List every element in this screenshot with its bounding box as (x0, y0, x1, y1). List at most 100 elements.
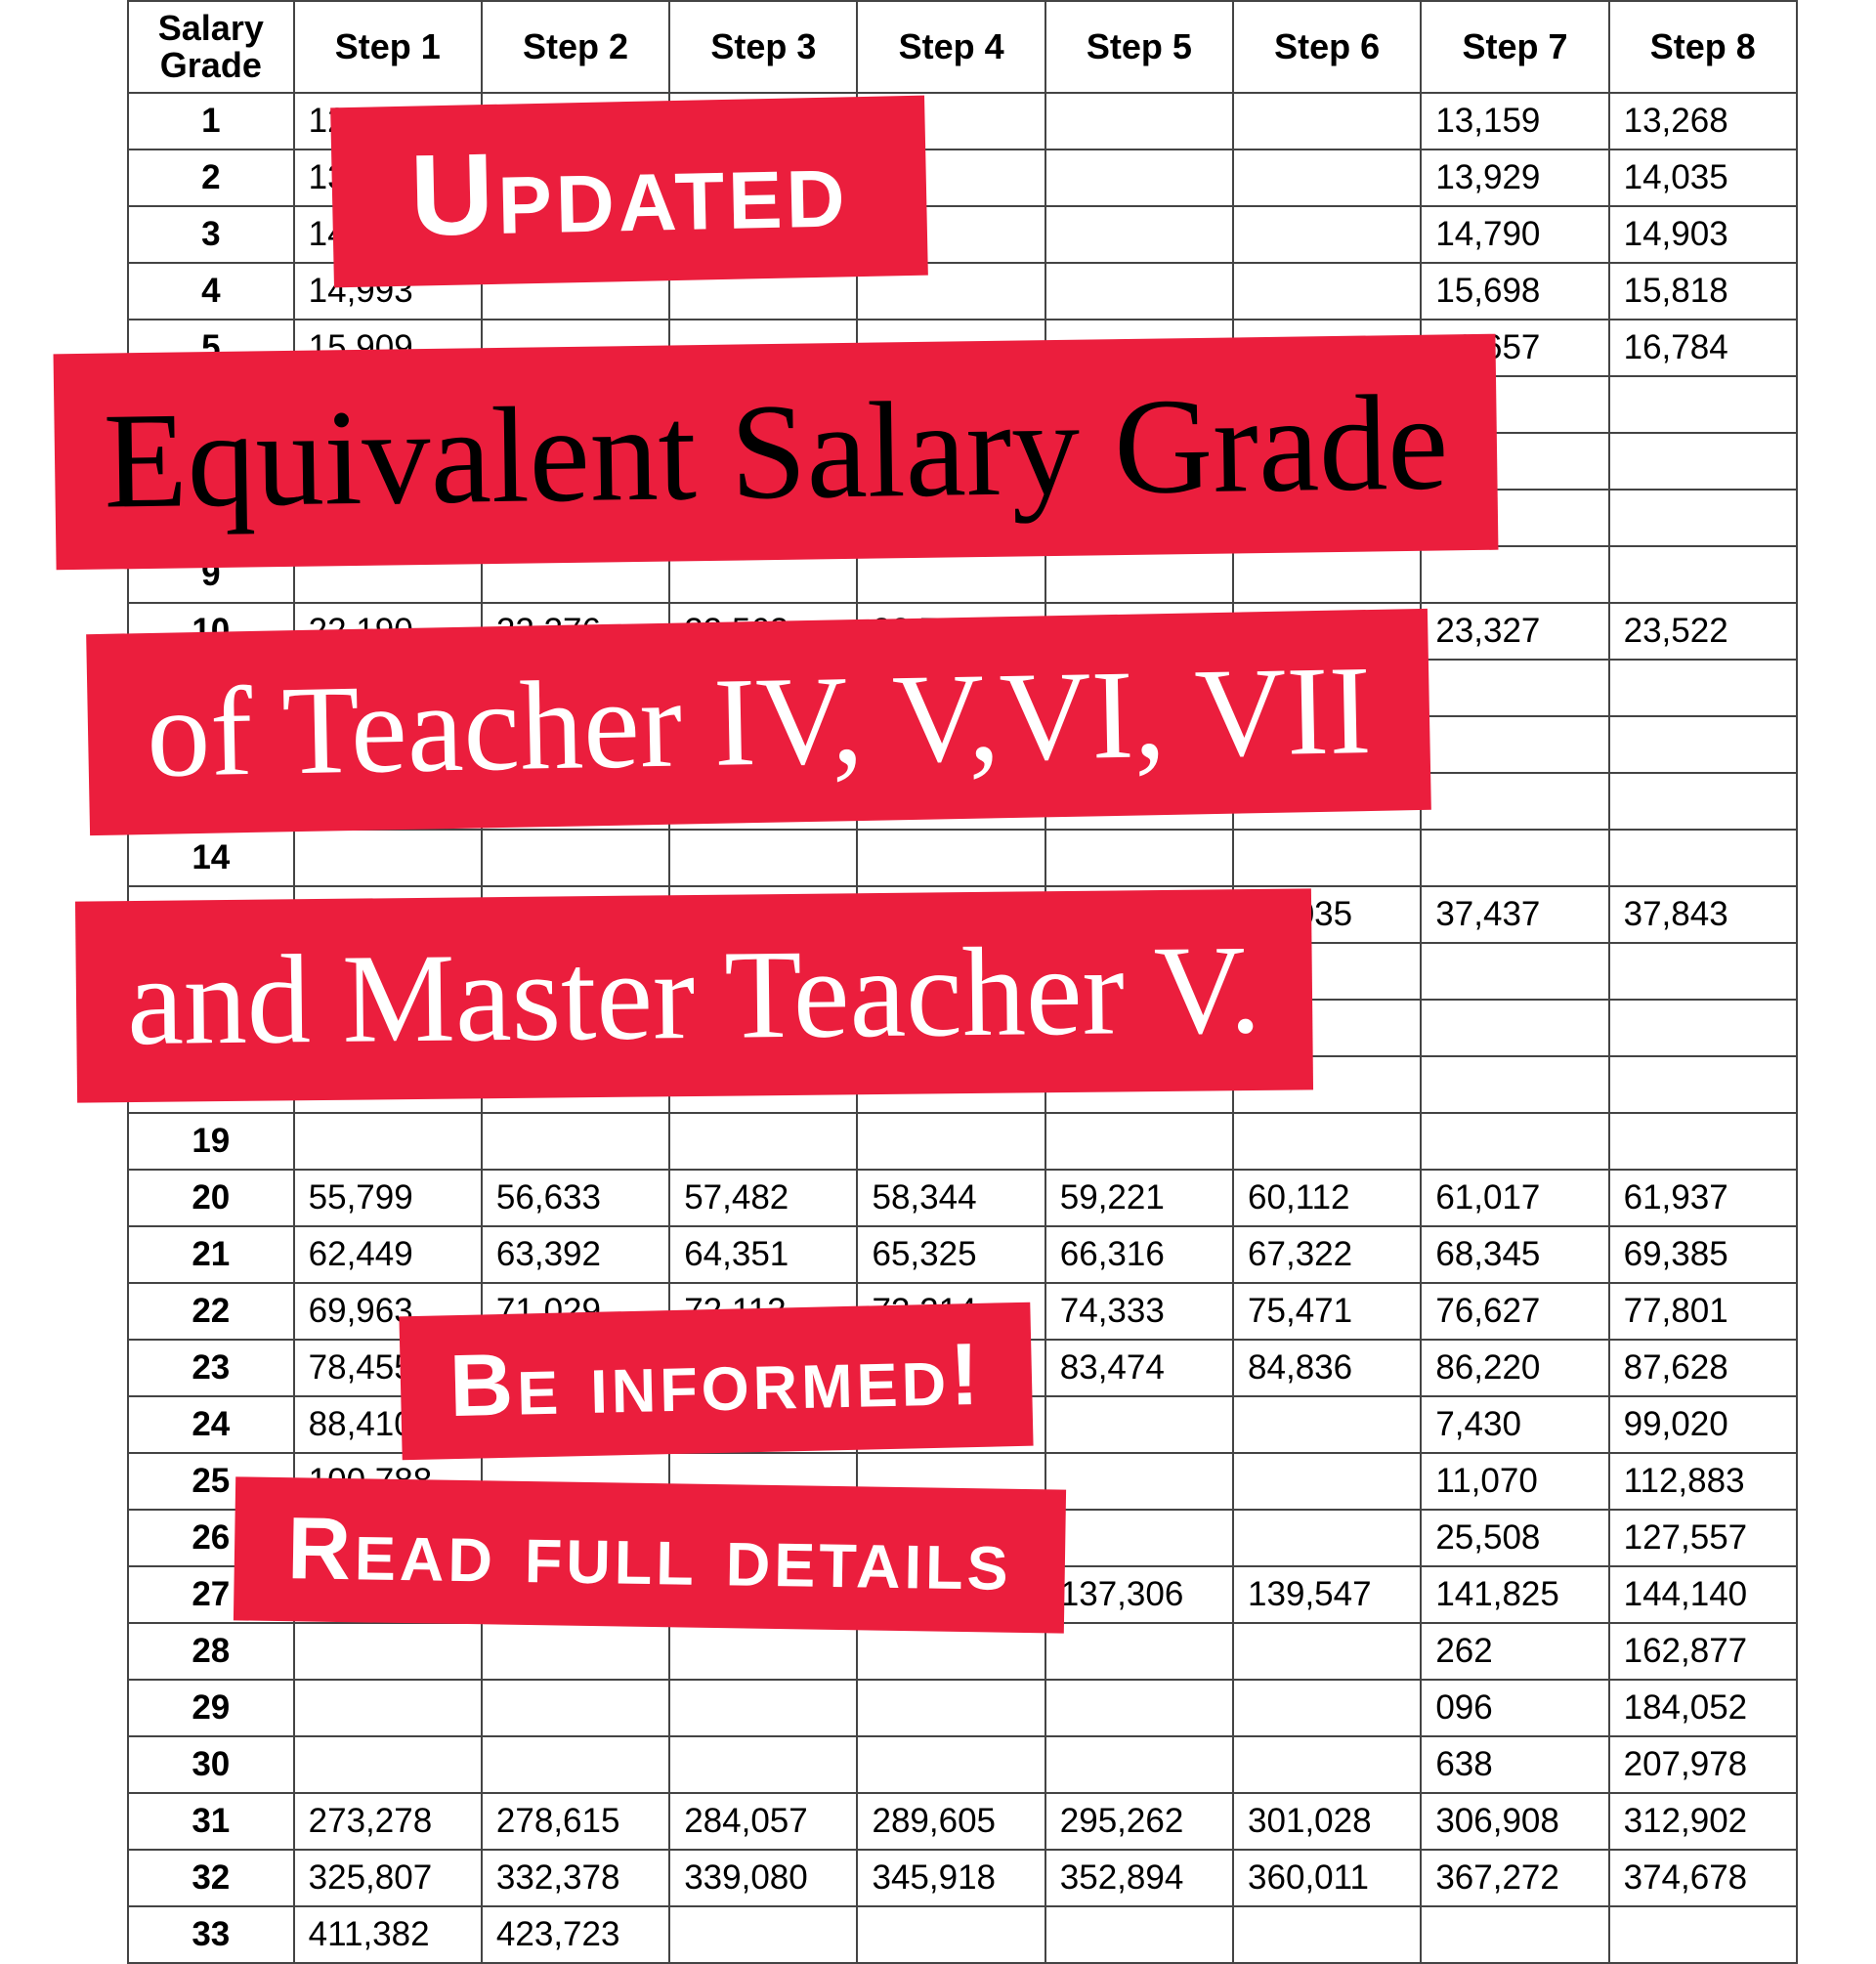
grade-cell: 29 (128, 1680, 294, 1736)
value-cell (1421, 546, 1608, 603)
value-cell: 68,345 (1421, 1226, 1608, 1283)
table-row: 30638207,978 (128, 1736, 1797, 1793)
value-cell: 137,306 (1045, 1566, 1233, 1623)
value-cell: 75,471 (1233, 1283, 1421, 1340)
table-header-cell: Step 8 (1609, 1, 1797, 93)
value-cell: 306,908 (1421, 1793, 1608, 1850)
value-cell: 65,325 (857, 1226, 1045, 1283)
value-cell: 14,035 (1609, 149, 1797, 206)
value-cell (1045, 830, 1233, 886)
value-cell: 14,903 (1609, 206, 1797, 263)
grade-cell: 14 (128, 830, 294, 886)
value-cell (1233, 1453, 1421, 1510)
value-cell (1609, 773, 1797, 830)
value-cell: 99,020 (1609, 1396, 1797, 1453)
value-cell (1421, 773, 1608, 830)
value-cell: 67,322 (1233, 1226, 1421, 1283)
value-cell (1233, 1680, 1421, 1736)
value-cell (1045, 1680, 1233, 1736)
value-cell: 367,272 (1421, 1850, 1608, 1906)
value-cell: 14,790 (1421, 206, 1608, 263)
value-cell (1609, 830, 1797, 886)
value-cell (1421, 1113, 1608, 1170)
value-cell (1233, 206, 1421, 263)
value-cell (857, 1680, 1045, 1736)
value-cell (482, 830, 669, 886)
value-cell (1609, 943, 1797, 1000)
value-cell: 345,918 (857, 1850, 1045, 1906)
value-cell (294, 830, 482, 886)
table-row: 32325,807332,378339,080345,918352,894360… (128, 1850, 1797, 1906)
grade-cell: 21 (128, 1226, 294, 1283)
value-cell (1045, 206, 1233, 263)
value-cell: 84,836 (1233, 1340, 1421, 1396)
value-cell: 144,140 (1609, 1566, 1797, 1623)
value-cell (1609, 1000, 1797, 1056)
value-cell: 57,482 (669, 1170, 857, 1226)
value-cell: 59,221 (1045, 1170, 1233, 1226)
value-cell (1045, 1510, 1233, 1566)
value-cell (1233, 1623, 1421, 1680)
value-cell (1233, 1736, 1421, 1793)
grade-cell: 31 (128, 1793, 294, 1850)
table-header-cell: Step 5 (1045, 1, 1233, 93)
value-cell: 7,430 (1421, 1396, 1608, 1453)
banner-line1: Equivalent Salary Grade (54, 334, 1499, 571)
value-cell: 360,011 (1233, 1850, 1421, 1906)
value-cell: 332,378 (482, 1850, 669, 1906)
value-cell: 15,818 (1609, 263, 1797, 320)
value-cell (1045, 1623, 1233, 1680)
banner-line3: and Master Teacher V. (75, 888, 1313, 1102)
value-cell: 37,437 (1421, 886, 1608, 943)
table-header-cell: Step 4 (857, 1, 1045, 93)
value-cell (1045, 93, 1233, 149)
value-cell: 83,474 (1045, 1340, 1233, 1396)
table-header-cell: Step 1 (294, 1, 482, 93)
value-cell (1233, 546, 1421, 603)
banner-informed: Be informed! (399, 1302, 1033, 1461)
value-cell (1421, 1000, 1608, 1056)
value-cell (482, 1736, 669, 1793)
grade-cell: 24 (128, 1396, 294, 1453)
table-header-cell: Step 3 (669, 1, 857, 93)
value-cell: 87,628 (1609, 1340, 1797, 1396)
value-cell (1233, 149, 1421, 206)
grade-cell: 32 (128, 1850, 294, 1906)
value-cell (294, 1736, 482, 1793)
grade-cell: 19 (128, 1113, 294, 1170)
value-cell: 352,894 (1045, 1850, 1233, 1906)
value-cell: 63,392 (482, 1226, 669, 1283)
value-cell (1233, 1510, 1421, 1566)
value-cell: 58,344 (857, 1170, 1045, 1226)
table-row: 29096184,052 (128, 1680, 1797, 1736)
value-cell (1045, 1113, 1233, 1170)
table-row: 31273,278278,615284,057289,605295,262301… (128, 1793, 1797, 1850)
value-cell (1421, 1906, 1608, 1963)
value-cell (294, 1680, 482, 1736)
value-cell (1233, 830, 1421, 886)
value-cell: 66,316 (1045, 1226, 1233, 1283)
value-cell: 289,605 (857, 1793, 1045, 1850)
value-cell (1233, 1906, 1421, 1963)
value-cell: 139,547 (1233, 1566, 1421, 1623)
value-cell (1609, 660, 1797, 716)
banner-read: Read full details (234, 1476, 1066, 1633)
value-cell (1421, 943, 1608, 1000)
table-row: 33411,382423,723 (128, 1906, 1797, 1963)
value-cell: 37,843 (1609, 886, 1797, 943)
value-cell (669, 830, 857, 886)
value-cell: 273,278 (294, 1793, 482, 1850)
value-cell (482, 1113, 669, 1170)
value-cell (1421, 1056, 1608, 1113)
grade-cell: 30 (128, 1736, 294, 1793)
value-cell: 13,929 (1421, 149, 1608, 206)
value-cell: 112,883 (1609, 1453, 1797, 1510)
value-cell (669, 1736, 857, 1793)
value-cell: 13,159 (1421, 93, 1608, 149)
value-cell (669, 1906, 857, 1963)
value-cell (1045, 1396, 1233, 1453)
value-cell: 76,627 (1421, 1283, 1608, 1340)
value-cell (1421, 716, 1608, 773)
table-row: 19 (128, 1113, 1797, 1170)
value-cell (1233, 1113, 1421, 1170)
